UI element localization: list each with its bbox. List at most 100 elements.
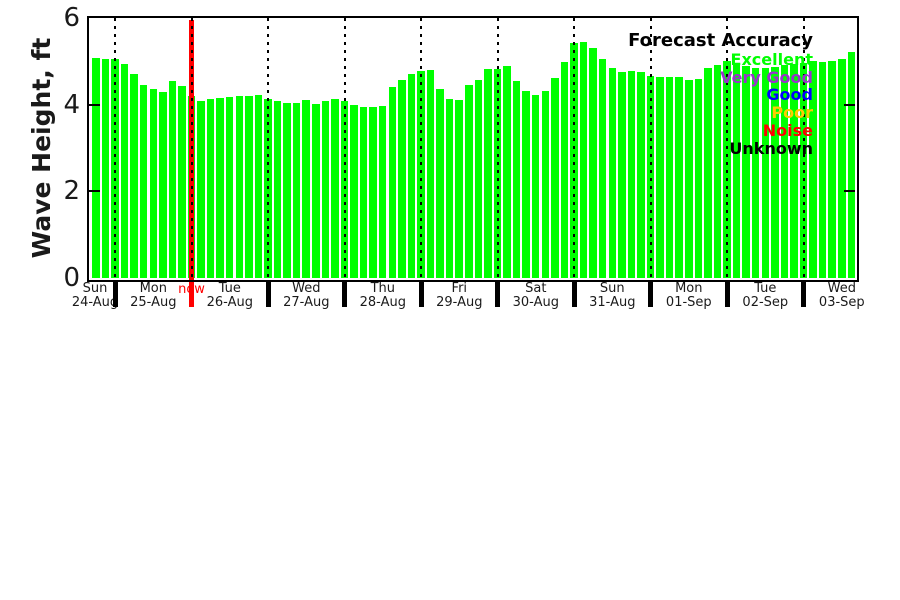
- day-label: Fri 29-Aug: [414, 282, 504, 309]
- wave-bar: [120, 64, 129, 278]
- legend-entries: Excellent Very Good Good Poor Noise Unknown: [628, 51, 813, 157]
- day-boundary-dotted-line: [649, 18, 652, 278]
- y-axis-tick: [844, 190, 855, 193]
- day-name: Sat: [525, 281, 547, 296]
- wave-bar: [302, 100, 310, 278]
- legend-entry-excellent: Excellent: [730, 50, 813, 69]
- wave-bar: [809, 61, 817, 278]
- wave-bar: [627, 71, 636, 278]
- wave-bar: [742, 65, 750, 278]
- y-axis-label: Wave Height, ft: [27, 37, 56, 259]
- y-axis-tick: [844, 103, 855, 106]
- y-axis-tick: [89, 190, 100, 193]
- day-boundary-dotted-line: [190, 18, 193, 278]
- wave-bar: [637, 72, 645, 278]
- wave-bar: [665, 77, 674, 278]
- now-label: now: [178, 282, 205, 297]
- wave-bar: [751, 67, 760, 278]
- wave-bar: [235, 96, 244, 278]
- legend-entry-noise: Noise: [762, 120, 813, 140]
- wave-bar: [589, 47, 597, 278]
- wave-bar: [847, 51, 856, 278]
- wave-bar: [436, 89, 444, 278]
- day-tick: [724, 280, 730, 307]
- day-tick: [648, 280, 653, 307]
- day-date: 27-Aug: [283, 294, 330, 310]
- wave-bar: [445, 99, 454, 278]
- day-name: Sun: [82, 281, 108, 296]
- legend-entry-unknown: Unknown: [729, 138, 813, 158]
- wave-bar: [761, 67, 770, 278]
- wave-bar: [312, 104, 320, 278]
- day-tick: [265, 280, 271, 307]
- wave-bar: [359, 106, 368, 278]
- day-date: 03-Sep: [818, 294, 865, 310]
- day-date: 01-Sep: [665, 294, 712, 310]
- wave-bar: [168, 81, 177, 278]
- wave-bar: [694, 78, 703, 278]
- day-tick: [418, 280, 424, 307]
- day-name: Sun: [599, 281, 625, 296]
- y-tick-label: 0: [63, 263, 80, 293]
- wave-bar: [732, 63, 741, 278]
- wave-bar: [512, 81, 521, 278]
- wave-bar: [608, 68, 617, 278]
- wave-bar: [503, 66, 511, 278]
- wave-bar: [245, 96, 253, 278]
- wave-bar: [579, 41, 588, 278]
- day-label: Tue 02-Sep: [720, 282, 810, 309]
- day-boundary-dotted-line: [267, 18, 269, 278]
- day-boundary-dotted-line: [573, 18, 575, 278]
- wave-bar: [455, 99, 463, 278]
- day-name: Mon: [675, 281, 703, 296]
- wave-bar: [484, 68, 492, 278]
- day-name: Tue: [218, 281, 241, 296]
- day-tick: [112, 280, 118, 307]
- day-name: Wed: [827, 281, 856, 296]
- wave-bar: [398, 79, 406, 278]
- day-boundary-dotted-line: [726, 18, 728, 278]
- wave-bar: [426, 70, 435, 278]
- day-boundary-dotted-line: [114, 18, 116, 278]
- wave-bar: [713, 64, 722, 278]
- wave-bar: [465, 84, 473, 278]
- wave-bar: [388, 86, 397, 278]
- wave-bar: [369, 106, 377, 278]
- day-label: Wed 03-Sep: [797, 282, 887, 309]
- wave-bar: [560, 61, 569, 278]
- wave-bar: [321, 101, 330, 278]
- y-tick-label: 4: [63, 89, 80, 120]
- day-tick: [571, 280, 577, 307]
- day-boundary-dotted-line: [496, 18, 499, 278]
- day-date: 26-Aug: [206, 294, 253, 310]
- y-tick-label: 2: [63, 176, 80, 207]
- wave-bar: [704, 67, 712, 278]
- wave-bar: [838, 58, 846, 278]
- day-tick: [801, 280, 806, 307]
- day-label: Tue 26-Aug: [185, 282, 275, 309]
- y-tick-label: 6: [63, 3, 80, 33]
- wave-bar: [541, 91, 550, 278]
- wave-bar: [378, 105, 387, 278]
- legend-entry-poor: Poor: [771, 103, 813, 123]
- forecast-accuracy-legend: Forecast Accuracy Excellent Very Good Good…: [628, 31, 813, 157]
- wave-bar: [130, 74, 138, 278]
- day-boundary-lines-layer: [89, 18, 855, 307]
- day-name: Thu: [370, 281, 395, 296]
- wave-bar: [818, 62, 827, 278]
- day-label: Mon 25-Aug: [108, 282, 198, 309]
- day-tick: [495, 280, 500, 307]
- wave-bar: [92, 57, 100, 278]
- wave-bar: [790, 63, 798, 278]
- wave-bar: [474, 79, 483, 278]
- day-label: Thu 28-Aug: [338, 282, 428, 309]
- wave-bar: [685, 79, 693, 278]
- wave-bar: [178, 85, 186, 278]
- legend-title: Forecast Accuracy: [628, 30, 813, 51]
- day-name: Mon: [139, 281, 167, 296]
- wave-bar: [350, 105, 358, 278]
- wave-bar: [531, 95, 540, 278]
- day-name: Fri: [451, 281, 468, 296]
- wave-bar: [780, 64, 789, 278]
